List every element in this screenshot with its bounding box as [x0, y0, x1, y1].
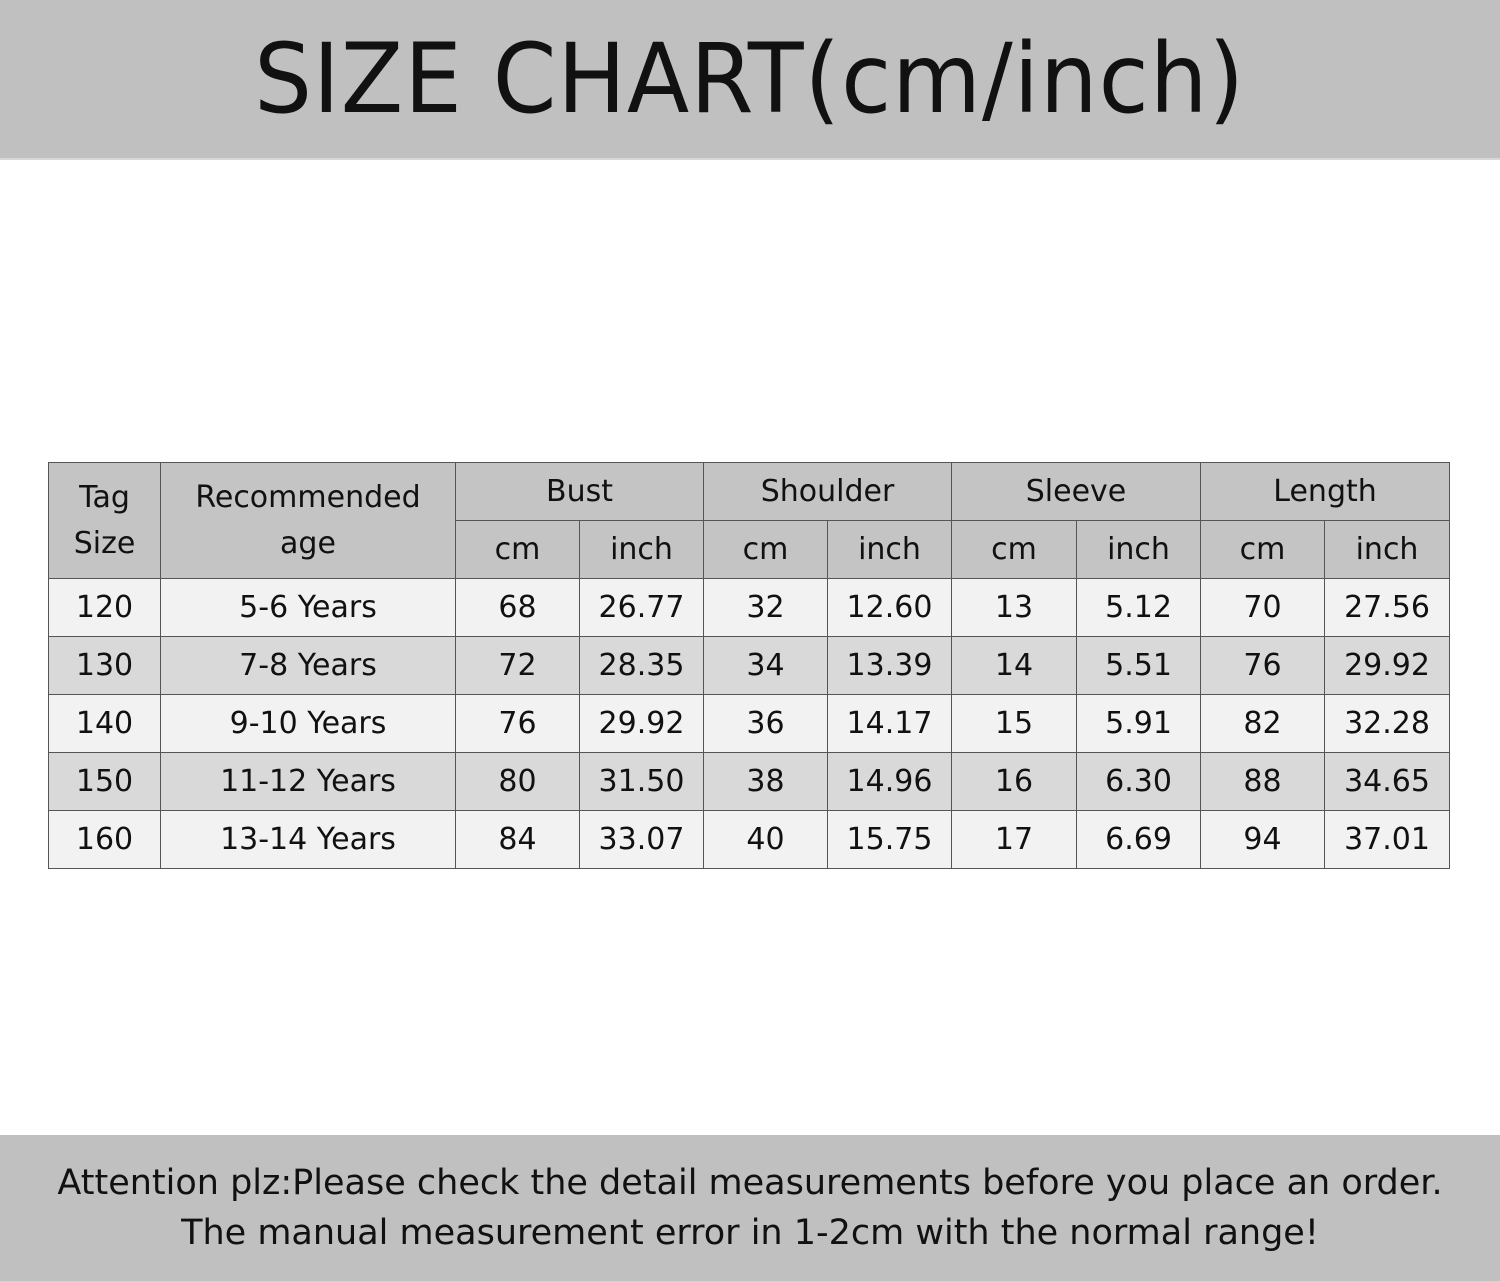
measurement-cell: 5.91 — [1075, 694, 1202, 753]
measurement-cell: 40 — [703, 810, 828, 869]
measurement-cell: 33.07 — [579, 810, 704, 869]
table-row: 120 5-6 Years 68 26.77 32 12.60 13 5.12 70 27.56 — [48, 578, 1451, 637]
age-cell: 7-8 Years — [160, 636, 456, 695]
measurement-cell: 29.92 — [1324, 636, 1451, 695]
age-cell: 13-14 Years — [160, 810, 456, 869]
tag-size-cell: 150 — [48, 752, 161, 811]
measurement-cell: 31.50 — [579, 752, 704, 811]
measurement-cell: 68 — [455, 578, 580, 637]
measurement-cell: 5.12 — [1075, 578, 1202, 637]
measurement-cell: 82 — [1200, 694, 1326, 753]
table-row: 160 13-14 Years 84 33.07 40 15.75 17 6.69 94 37.0… — [48, 810, 1451, 869]
footer-line-2: The manual measurement error in 1-2cm wi… — [181, 1213, 1319, 1253]
page-title: SIZE CHART(cm/inch) — [254, 23, 1246, 135]
header-unit-inch: inch — [579, 520, 704, 579]
measurement-cell: 16 — [951, 752, 1077, 811]
table-row: 150 11-12 Years 80 31.50 38 14.96 16 6.30 88 34.6… — [48, 752, 1451, 811]
measurement-cell: 84 — [455, 810, 580, 869]
header-shoulder: Shoulder — [703, 462, 952, 521]
header-unit-cm: cm — [703, 520, 828, 579]
measurement-cell: 5.51 — [1075, 636, 1202, 695]
measurement-cell: 29.92 — [579, 694, 704, 753]
measurement-cell: 94 — [1200, 810, 1326, 869]
measurement-cell: 37.01 — [1324, 810, 1451, 869]
age-cell: 5-6 Years — [160, 578, 456, 637]
table-row: 140 9-10 Years 76 29.92 36 14.17 15 5.91 82 32.28 — [48, 694, 1451, 753]
measurement-cell: 32.28 — [1324, 694, 1451, 753]
attention-footer: Attention plz:Please check the detail me… — [0, 1135, 1500, 1281]
measurement-cell: 88 — [1200, 752, 1326, 811]
measurement-cell: 12.60 — [827, 578, 952, 637]
age-cell: 9-10 Years — [160, 694, 456, 753]
measurement-cell: 6.69 — [1075, 810, 1202, 869]
measurement-cell: 13.39 — [827, 636, 952, 695]
measurement-cell: 70 — [1200, 578, 1326, 637]
measurement-cell: 13 — [951, 578, 1077, 637]
measurement-cell: 14 — [951, 636, 1077, 695]
header-unit-inch: inch — [1324, 520, 1451, 579]
measurement-cell: 80 — [455, 752, 580, 811]
measurement-cell: 27.56 — [1324, 578, 1451, 637]
tag-size-cell: 130 — [48, 636, 161, 695]
tag-size-cell: 120 — [48, 578, 161, 637]
measurement-cell: 34 — [703, 636, 828, 695]
header-length: Length — [1200, 462, 1451, 521]
footer-line-1: Attention plz:Please check the detail me… — [57, 1163, 1443, 1203]
header-unit-cm: cm — [1200, 520, 1326, 579]
measurement-cell: 38 — [703, 752, 828, 811]
header-sleeve: Sleeve — [950, 462, 1202, 521]
measurement-cell: 15 — [951, 694, 1077, 753]
header-unit-cm: cm — [455, 520, 580, 579]
measurement-cell: 76 — [455, 694, 580, 753]
measurement-cell: 26.77 — [579, 578, 704, 637]
measurement-cell: 34.65 — [1324, 752, 1451, 811]
measurement-cell: 14.96 — [827, 752, 952, 811]
measurement-cell: 6.30 — [1075, 752, 1202, 811]
measurement-cell: 17 — [951, 810, 1077, 869]
header-unit-inch: inch — [827, 520, 952, 579]
measurement-cell: 72 — [455, 636, 580, 695]
measurement-cell: 14.17 — [827, 694, 952, 753]
measurement-cell: 32 — [703, 578, 828, 637]
title-banner: SIZE CHART(cm/inch) — [0, 0, 1500, 160]
tag-size-cell: 140 — [48, 694, 161, 753]
header-unit-inch: inch — [1075, 520, 1202, 579]
header-tag-size: Tag Size — [48, 462, 161, 579]
measurement-cell: 15.75 — [827, 810, 952, 869]
table-row: 130 7-8 Years 72 28.35 34 13.39 14 5.51 76 29.92 — [48, 636, 1451, 695]
measurement-cell: 28.35 — [579, 636, 704, 695]
header-bust: Bust — [455, 462, 704, 521]
measurement-cell: 76 — [1200, 636, 1326, 695]
age-cell: 11-12 Years — [160, 752, 456, 811]
measurement-cell: 36 — [703, 694, 828, 753]
tag-size-cell: 160 — [48, 810, 161, 869]
header-unit-cm: cm — [951, 520, 1077, 579]
header-recommended-age: Recommended age — [160, 462, 456, 579]
size-table: Tag Size Recommended age Bust Shoulder S… — [48, 462, 1451, 869]
